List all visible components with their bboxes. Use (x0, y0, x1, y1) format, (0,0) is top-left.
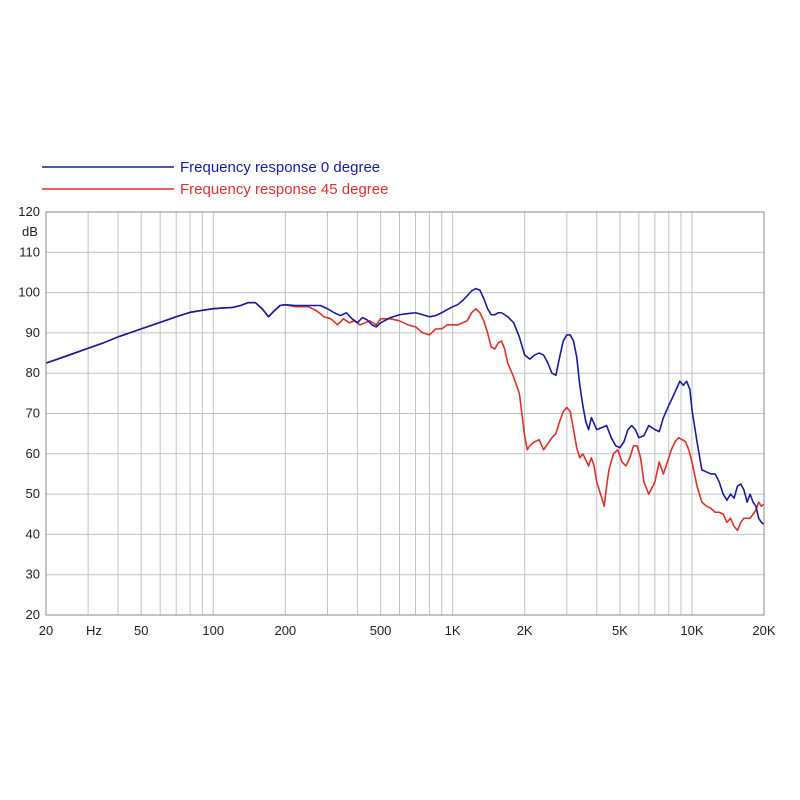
y-tick-label: 110 (19, 244, 40, 259)
y-tick-label: 30 (26, 567, 40, 582)
grid (46, 212, 764, 615)
y-tick-label: 60 (26, 446, 40, 461)
x-tick-label: 20K (752, 623, 775, 638)
y-tick-label: 80 (26, 365, 40, 380)
series-line-45-degree (45, 301, 765, 532)
y-tick-label: 40 (26, 526, 40, 541)
series-layer (45, 287, 765, 532)
plot-border (45, 211, 765, 616)
x-tick-label: 200 (274, 623, 296, 638)
y-tick-label: 70 (26, 406, 40, 421)
x-tick-label: 500 (370, 623, 392, 638)
x-tick-label: 50 (134, 623, 148, 638)
x-tick-label: 5K (612, 623, 628, 638)
y-tick-label: 120 (18, 204, 40, 219)
legend: Frequency response 0 degree Frequency re… (42, 159, 388, 198)
x-tick-label: 100 (202, 623, 224, 638)
y-axis-labels: 20 30 40 50 60 70 80 90 100 110 120 (18, 204, 40, 622)
y-tick-label: 90 (26, 325, 40, 340)
x-axis-labels: 20 50 100 200 500 1K 2K 5K 10K 20K (39, 623, 776, 638)
y-tick-label: 50 (26, 486, 40, 501)
x-unit-label: Hz (86, 623, 102, 638)
x-tick-label: 2K (517, 623, 533, 638)
x-tick-label: 1K (445, 623, 461, 638)
legend-label-0-degree: Frequency response 0 degree (180, 159, 380, 176)
x-tick-label: 10K (680, 623, 703, 638)
x-tick-label: 20 (39, 623, 53, 638)
legend-label-45-degree: Frequency response 45 degree (180, 181, 388, 198)
y-tick-label: 100 (18, 285, 40, 300)
y-unit-label: dB (22, 224, 38, 239)
y-tick-label: 20 (26, 607, 40, 622)
series-line-0-degree (45, 287, 765, 525)
